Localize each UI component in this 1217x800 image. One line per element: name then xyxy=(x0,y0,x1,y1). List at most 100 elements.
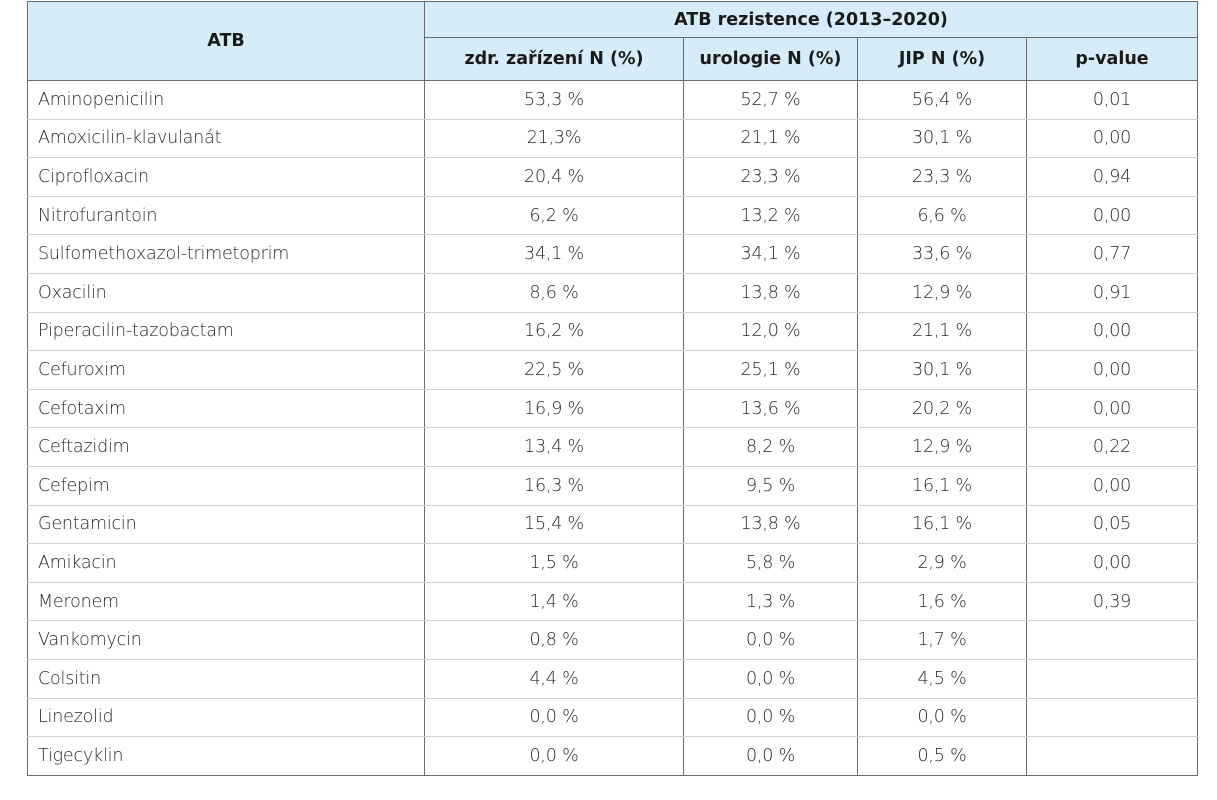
cell-facility: 16,2 % xyxy=(424,312,684,352)
cell-antibiotic: Meronem xyxy=(27,582,425,622)
cell-antibiotic: Cefuroxim xyxy=(27,350,425,390)
cell-antibiotic: Vankomycin xyxy=(27,620,425,660)
table-row: Ciprofloxacin 20,4 % 23,3 % 23,3 % 0,94 xyxy=(27,157,1199,197)
cell-icu: 16,1 % xyxy=(857,466,1027,506)
cell-antibiotic: Sulfomethoxazol-trimetoprim xyxy=(27,234,425,274)
cell-urology: 0,0 % xyxy=(683,736,858,776)
cell-facility: 22,5 % xyxy=(424,350,684,390)
cell-urology: 34,1 % xyxy=(683,234,858,274)
cell-urology: 21,1 % xyxy=(683,119,858,159)
cell-urology: 1,3 % xyxy=(683,582,858,622)
cell-p-value: 0,00 xyxy=(1025,119,1199,159)
cell-urology: 25,1 % xyxy=(683,350,858,390)
table-row: Sulfomethoxazol-trimetoprim 34,1 % 34,1 % 3… xyxy=(27,234,1199,274)
table-row: Tigecyklin 0,0 % 0,0 % 0,5 % xyxy=(27,736,1199,776)
cell-antibiotic: Oxacilin xyxy=(27,273,425,313)
cell-p-value: 0,00 xyxy=(1025,389,1199,429)
cell-icu: 12,9 % xyxy=(857,273,1027,313)
table-row: Cefuroxim 22,5 % 25,1 % 30,1 % 0,00 xyxy=(27,350,1199,390)
cell-icu: 2,9 % xyxy=(857,543,1027,583)
table-row: Gentamicin 15,4 % 13,8 % 16,1 % 0,05 xyxy=(27,505,1199,545)
cell-facility: 13,4 % xyxy=(424,427,684,467)
table-row: Nitrofurantoin 6,2 % 13,2 % 6,6 % 0,00 xyxy=(27,196,1199,236)
cell-p-value xyxy=(1025,620,1199,660)
cell-p-value xyxy=(1025,736,1199,776)
cell-p-value: 0,00 xyxy=(1025,196,1199,236)
cell-facility: 16,3 % xyxy=(424,466,684,506)
cell-icu: 4,5 % xyxy=(857,659,1027,699)
cell-antibiotic: Linezolid xyxy=(27,698,425,738)
cell-facility: 16,9 % xyxy=(424,389,684,429)
cell-p-value: 0,01 xyxy=(1025,80,1199,120)
cell-facility: 1,5 % xyxy=(424,543,684,583)
table-row: Amoxicilin-klavulanát 21,3% 21,1 % 30,1 % 0,… xyxy=(27,119,1199,159)
cell-urology: 9,5 % xyxy=(683,466,858,506)
cell-icu: 33,6 % xyxy=(857,234,1027,274)
cell-p-value: 0,77 xyxy=(1025,234,1199,274)
cell-icu: 30,1 % xyxy=(857,350,1027,390)
cell-p-value: 0,22 xyxy=(1025,427,1199,467)
header-p-value: p-value xyxy=(1025,37,1199,81)
cell-icu: 21,1 % xyxy=(857,312,1027,352)
cell-facility: 0,0 % xyxy=(424,736,684,776)
table-row: Linezolid 0,0 % 0,0 % 0,0 % xyxy=(27,698,1199,738)
table-row: Meronem 1,4 % 1,3 % 1,6 % 0,39 xyxy=(27,582,1199,622)
table-row: Cefotaxim 16,9 % 13,6 % 20,2 % 0,00 xyxy=(27,389,1199,429)
cell-urology: 23,3 % xyxy=(683,157,858,197)
cell-facility: 1,4 % xyxy=(424,582,684,622)
cell-antibiotic: Colsitin xyxy=(27,659,425,699)
cell-icu: 56,4 % xyxy=(857,80,1027,120)
table-row: Vankomycin 0,8 % 0,0 % 1,7 % xyxy=(27,620,1199,660)
cell-facility: 15,4 % xyxy=(424,505,684,545)
cell-facility: 4,4 % xyxy=(424,659,684,699)
resistance-table-container: ATB ATB rezistence (2013–2020) zdr. zaří… xyxy=(27,1,1199,776)
cell-icu: 23,3 % xyxy=(857,157,1027,197)
cell-antibiotic: Piperacilin-tazobactam xyxy=(27,312,425,352)
cell-urology: 13,8 % xyxy=(683,273,858,313)
table-row: Amikacin 1,5 % 5,8 % 2,9 % 0,00 xyxy=(27,543,1199,583)
cell-p-value: 0,05 xyxy=(1025,505,1199,545)
cell-urology: 5,8 % xyxy=(683,543,858,583)
cell-antibiotic: Ceftazidim xyxy=(27,427,425,467)
cell-icu: 16,1 % xyxy=(857,505,1027,545)
cell-facility: 21,3% xyxy=(424,119,684,159)
cell-urology: 8,2 % xyxy=(683,427,858,467)
cell-facility: 0,0 % xyxy=(424,698,684,738)
cell-p-value: 0,00 xyxy=(1025,350,1199,390)
cell-urology: 13,2 % xyxy=(683,196,858,236)
cell-antibiotic: Cefotaxim xyxy=(27,389,425,429)
cell-antibiotic: Cefepim xyxy=(27,466,425,506)
cell-facility: 34,1 % xyxy=(424,234,684,274)
cell-urology: 0,0 % xyxy=(683,620,858,660)
cell-urology: 13,8 % xyxy=(683,505,858,545)
table-row: Colsitin 4,4 % 0,0 % 4,5 % xyxy=(27,659,1199,699)
cell-urology: 0,0 % xyxy=(683,698,858,738)
cell-facility: 20,4 % xyxy=(424,157,684,197)
cell-icu: 12,9 % xyxy=(857,427,1027,467)
cell-facility: 6,2 % xyxy=(424,196,684,236)
cell-p-value: 0,00 xyxy=(1025,543,1199,583)
cell-icu: 1,7 % xyxy=(857,620,1027,660)
cell-urology: 52,7 % xyxy=(683,80,858,120)
table-row: Oxacilin 8,6 % 13,8 % 12,9 % 0,91 xyxy=(27,273,1199,313)
header-icu: JIP N (%) xyxy=(857,37,1027,81)
cell-p-value xyxy=(1025,698,1199,738)
header-facility: zdr. zařízení N (%) xyxy=(424,37,684,81)
header-atb: ATB xyxy=(27,1,425,81)
table-body: Aminopenicilin 53,3 % 52,7 % 56,4 % 0,01 Amox… xyxy=(27,80,1199,776)
cell-urology: 0,0 % xyxy=(683,659,858,699)
cell-icu: 0,5 % xyxy=(857,736,1027,776)
cell-antibiotic: Amoxicilin-klavulanát xyxy=(27,119,425,159)
cell-icu: 20,2 % xyxy=(857,389,1027,429)
header-group-resistance: ATB rezistence (2013–2020) xyxy=(423,1,1199,38)
cell-antibiotic: Aminopenicilin xyxy=(27,80,425,120)
header-urology: urologie N (%) xyxy=(683,37,858,81)
cell-urology: 12,0 % xyxy=(683,312,858,352)
cell-icu: 30,1 % xyxy=(857,119,1027,159)
table-row: Piperacilin-tazobactam 16,2 % 12,0 % 21,1 %… xyxy=(27,312,1199,352)
cell-antibiotic: Nitrofurantoin xyxy=(27,196,425,236)
cell-facility: 53,3 % xyxy=(424,80,684,120)
cell-p-value: 0,94 xyxy=(1025,157,1199,197)
table-header: ATB ATB rezistence (2013–2020) zdr. zaří… xyxy=(27,1,1199,81)
cell-icu: 0,0 % xyxy=(857,698,1027,738)
